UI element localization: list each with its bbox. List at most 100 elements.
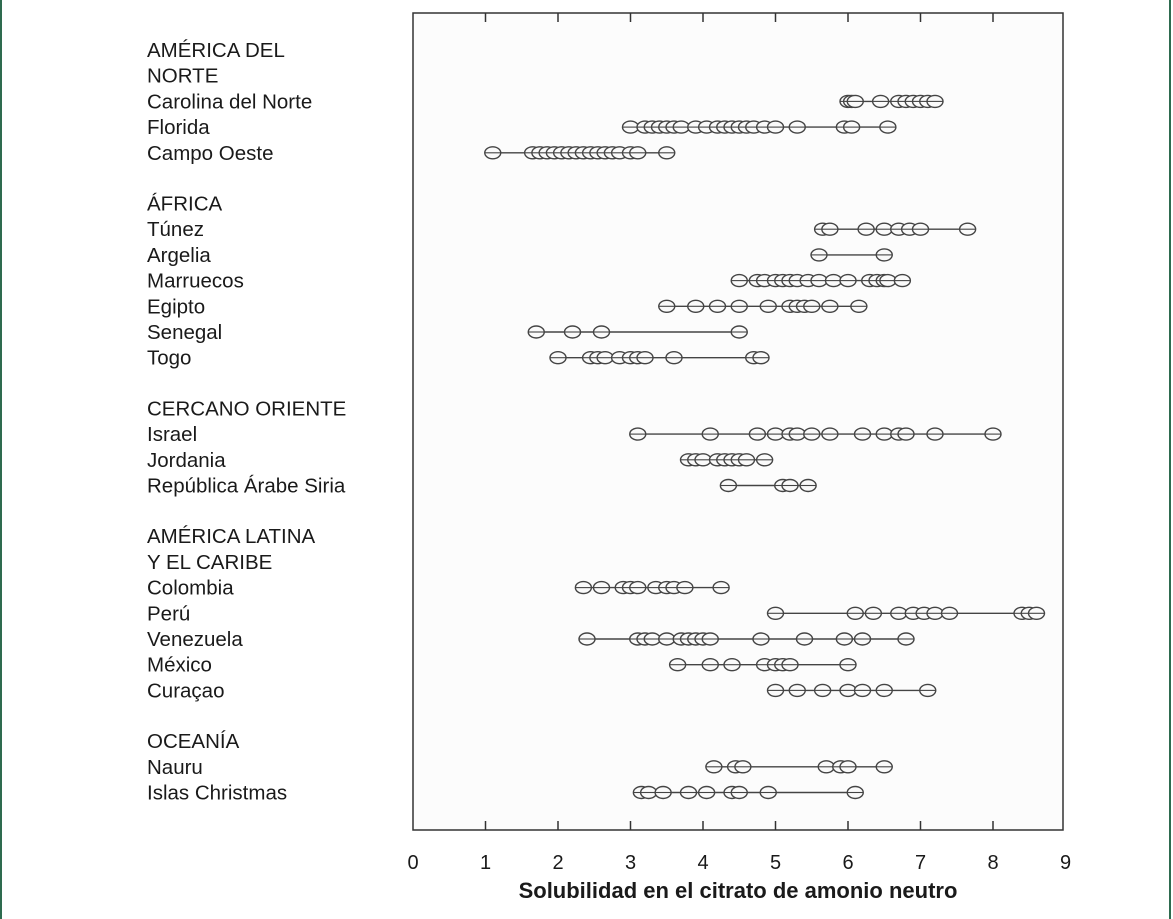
x-axis-label: Solubilidad en el citrato de amonio neut… bbox=[519, 878, 958, 903]
data-point bbox=[658, 299, 676, 313]
data-point bbox=[578, 632, 596, 646]
data-point bbox=[730, 299, 748, 313]
data-row: Islas Christmas bbox=[147, 782, 864, 805]
data-point bbox=[897, 632, 915, 646]
row-label: Argelia bbox=[147, 244, 211, 267]
data-point bbox=[879, 273, 897, 288]
data-point bbox=[730, 325, 748, 339]
group-title: NORTE bbox=[147, 65, 218, 88]
data-point bbox=[926, 94, 944, 109]
data-point bbox=[730, 785, 748, 800]
row-label: Togo bbox=[147, 347, 191, 370]
data-point bbox=[1027, 606, 1046, 620]
group-title: ÁFRICA bbox=[147, 193, 223, 216]
group-title: AMÉRICA DEL bbox=[147, 39, 285, 62]
data-point bbox=[676, 580, 694, 595]
data-point bbox=[897, 427, 915, 441]
data-row: Marruecos bbox=[147, 270, 912, 293]
group-title: CERCANO ORIENTE bbox=[147, 397, 346, 420]
row-label: Colombia bbox=[147, 577, 234, 600]
data-point bbox=[984, 427, 1002, 441]
data-point bbox=[875, 760, 893, 774]
data-point bbox=[846, 785, 864, 800]
data-row: Argelia bbox=[147, 244, 893, 267]
data-point bbox=[719, 478, 738, 493]
data-point bbox=[701, 658, 719, 672]
data-point bbox=[527, 325, 545, 339]
data-point bbox=[875, 427, 893, 441]
data-row: Togo bbox=[147, 347, 770, 370]
data-point bbox=[563, 325, 582, 339]
data-point bbox=[484, 146, 502, 160]
data-point bbox=[668, 658, 687, 672]
x-tick-label: 7 bbox=[915, 852, 926, 874]
data-point bbox=[875, 683, 893, 698]
x-tick-label: 3 bbox=[625, 852, 636, 874]
x-tick-label: 8 bbox=[987, 852, 998, 874]
data-point bbox=[708, 299, 727, 313]
data-point bbox=[835, 632, 854, 646]
group-2: CERCANO ORIENTE Israel Jordania República Á… bbox=[147, 397, 1002, 498]
data-point bbox=[687, 299, 705, 313]
data-point bbox=[940, 606, 959, 620]
data-point bbox=[639, 785, 658, 800]
row-label: Curaçao bbox=[147, 679, 225, 702]
data-point bbox=[766, 606, 785, 620]
data-point bbox=[694, 453, 712, 467]
data-point bbox=[766, 427, 785, 441]
data-point bbox=[846, 606, 864, 620]
row-label: Perú bbox=[147, 602, 190, 625]
data-point bbox=[810, 248, 828, 262]
data-row: Carolina del Norte bbox=[147, 90, 944, 113]
data-point bbox=[672, 120, 690, 134]
data-row: Senegal bbox=[147, 321, 748, 344]
data-point bbox=[817, 760, 835, 774]
data-point bbox=[919, 683, 937, 698]
data-point bbox=[821, 427, 839, 441]
data-point bbox=[864, 606, 883, 620]
data-point bbox=[799, 478, 817, 493]
row-label: Jordania bbox=[147, 449, 226, 472]
data-row: Jordania bbox=[147, 449, 774, 472]
row-label: Campo Oeste bbox=[147, 142, 273, 165]
data-row: Túnez bbox=[147, 218, 977, 241]
data-point bbox=[821, 222, 839, 236]
data-point bbox=[850, 299, 868, 313]
data-point bbox=[629, 146, 647, 160]
x-tick-label: 9 bbox=[1060, 852, 1071, 874]
data-point bbox=[759, 299, 777, 313]
data-point bbox=[701, 632, 719, 646]
x-tick-label: 2 bbox=[552, 852, 563, 874]
data-row: Campo Oeste bbox=[147, 142, 676, 165]
data-point bbox=[734, 760, 752, 774]
data-row: Nauru bbox=[147, 756, 893, 779]
data-point bbox=[636, 351, 654, 365]
data-point bbox=[752, 632, 770, 646]
data-point bbox=[911, 222, 930, 236]
data-point bbox=[813, 683, 832, 698]
x-axis: 0 1 2 3 4 5 6 7 8 9 bbox=[407, 13, 1071, 874]
data-row: Perú bbox=[147, 602, 1046, 625]
data-point bbox=[574, 580, 593, 595]
data-row: México bbox=[147, 654, 857, 677]
data-point bbox=[621, 120, 640, 134]
data-point bbox=[926, 606, 944, 620]
data-row: Curaçao bbox=[147, 679, 937, 702]
data-row: Venezuela bbox=[147, 628, 915, 651]
data-point bbox=[549, 351, 567, 365]
data-point bbox=[788, 120, 806, 134]
data-point bbox=[697, 785, 716, 800]
data-point bbox=[679, 785, 698, 800]
data-row: Israel bbox=[147, 423, 1002, 446]
data-row: Colombia bbox=[147, 577, 730, 600]
data-point bbox=[842, 120, 861, 134]
data-point bbox=[839, 683, 857, 698]
data-row: Egipto bbox=[147, 295, 868, 318]
row-label: Marruecos bbox=[147, 270, 244, 293]
data-point bbox=[810, 273, 828, 288]
data-point bbox=[879, 120, 897, 134]
group-4: OCEANÍA Nauru Islas Christmas bbox=[147, 730, 893, 805]
